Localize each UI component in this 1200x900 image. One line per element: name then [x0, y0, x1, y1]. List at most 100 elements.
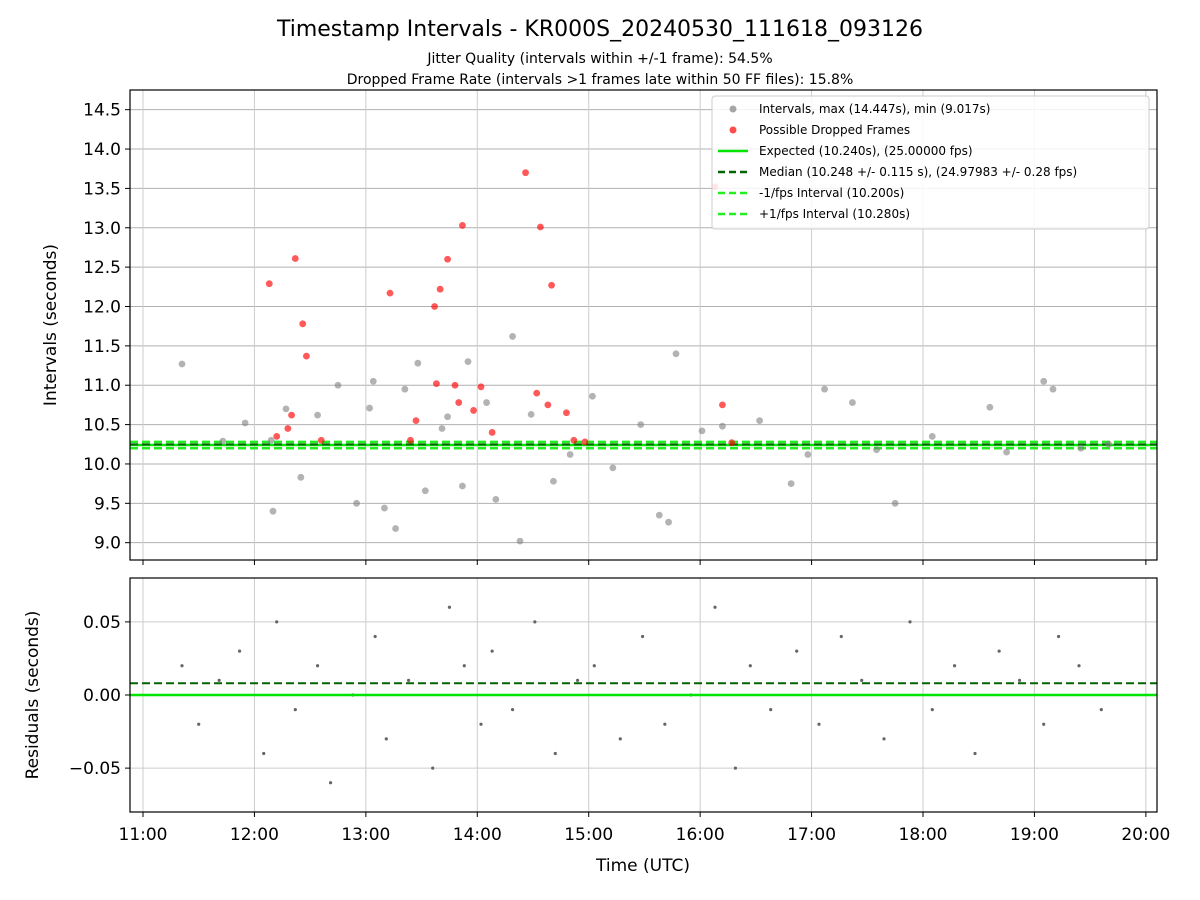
dropped-frame-point	[444, 255, 451, 263]
interval-point	[297, 473, 305, 481]
interval-point	[178, 360, 186, 368]
x-tick-label: 15:00	[564, 825, 613, 845]
interval-point	[366, 404, 373, 412]
residual-point	[510, 708, 515, 712]
legend-label-plus-one: +1/fps Interval (10.280s)	[759, 207, 910, 221]
legend-label-expected: Expected (10.240s), (25.00000 fps)	[759, 144, 973, 158]
top-y-tick-label: 13.5	[83, 179, 121, 199]
residual-point	[997, 649, 1001, 653]
interval-point	[421, 487, 429, 495]
x-axis-label: Time (UTC)	[595, 856, 690, 876]
interval-point	[492, 495, 500, 503]
interval-point	[282, 405, 290, 413]
residual-point	[930, 708, 934, 712]
interval-point	[314, 411, 321, 419]
dropped-frame-point	[570, 436, 578, 444]
dropped-frame-point	[291, 255, 299, 262]
interval-point	[1105, 440, 1113, 448]
interval-point	[928, 432, 936, 440]
residual-point	[197, 722, 201, 726]
interval-point	[891, 499, 899, 507]
bottom-y-axis-label: Residuals (seconds)	[23, 611, 43, 780]
interval-point	[1040, 377, 1048, 385]
dropped-frame-point	[265, 280, 273, 288]
dropped-frame-point	[273, 432, 281, 440]
dropped-frame-point	[581, 438, 589, 446]
interval-point	[637, 421, 645, 428]
legend-box	[711, 95, 1150, 230]
residual-point	[180, 664, 184, 668]
residual-point	[1077, 664, 1081, 668]
legend-label-minus-one: -1/fps Interval (10.200s)	[759, 186, 904, 200]
interval-point	[873, 446, 880, 454]
residual-point	[431, 766, 435, 770]
interval-point	[241, 419, 249, 427]
top-y-tick-label: 12.5	[83, 258, 121, 278]
top-y-tick-label: 10.5	[83, 416, 121, 436]
residual-point	[447, 605, 452, 609]
top-y-tick-label: 13.0	[83, 219, 121, 239]
dropped-frame-point	[299, 320, 307, 328]
interval-point	[219, 437, 227, 445]
residual-point	[733, 766, 738, 770]
interval-point	[1049, 385, 1057, 393]
dropped-frame-point	[548, 281, 555, 289]
legend-label-intervals: Intervals, max (14.447s), min (9.017s)	[759, 102, 990, 116]
residual-point	[908, 620, 912, 624]
top-y-tick-label: 10.0	[83, 455, 121, 475]
dropped-frame-point	[537, 223, 544, 231]
residual-point	[1042, 722, 1046, 726]
dropped-frame-point	[407, 436, 414, 444]
residual-point	[553, 751, 557, 756]
top-y-tick-label: 12.0	[83, 297, 121, 317]
dropped-frame-point	[719, 401, 726, 409]
top-y-tick-label: 14.0	[83, 140, 121, 160]
top-y-tick-label: 11.5	[83, 337, 121, 357]
residual-point	[663, 722, 667, 726]
bottom-y-tick-label: −0.05	[69, 759, 121, 779]
interval-point	[353, 499, 360, 507]
residual-point	[293, 708, 297, 712]
residual-point	[952, 664, 957, 668]
residual-point	[713, 605, 717, 609]
interval-point	[334, 381, 342, 389]
residual-point	[860, 678, 864, 682]
interval-point	[464, 358, 472, 366]
interval-point	[267, 436, 275, 444]
dropped-frame-point	[386, 289, 394, 297]
interval-point	[483, 399, 490, 406]
interval-point	[665, 518, 672, 526]
chart-title: Timestamp Intervals - KR000S_20240530_11…	[276, 17, 923, 42]
dropped-frame-point	[728, 439, 736, 447]
x-tick-label: 16:00	[676, 825, 725, 845]
dropped-frame-point	[488, 429, 496, 436]
interval-point	[516, 537, 524, 545]
x-tick-label: 19:00	[1010, 825, 1059, 845]
dropped-frame-point	[284, 425, 292, 432]
residual-point	[328, 781, 333, 785]
residual-point	[373, 634, 377, 639]
interval-point	[719, 422, 726, 430]
dropped-frame-point	[544, 401, 552, 409]
interval-point	[986, 403, 994, 411]
interval-point	[589, 392, 596, 400]
residual-point	[640, 634, 645, 639]
residual-point	[839, 634, 843, 639]
interval-point	[655, 511, 663, 519]
x-tick-label: 20:00	[1121, 825, 1170, 845]
top-y-tick-label: 11.0	[83, 376, 121, 396]
legend-label-median: Median (10.248 +/- 0.115 s), (24.97983 +…	[759, 165, 1077, 179]
interval-point	[509, 333, 516, 340]
interval-point	[787, 480, 795, 488]
dropped-frame-point	[433, 380, 440, 388]
interval-point	[369, 377, 377, 385]
top-y-tick-label: 14.5	[83, 101, 121, 121]
chart-subtitle-dropped: Dropped Frame Rate (intervals >1 frames …	[347, 72, 854, 88]
residual-point	[817, 722, 821, 726]
x-tick-label: 17:00	[787, 825, 836, 845]
dropped-frame-point	[451, 381, 459, 389]
residual-point	[618, 737, 622, 741]
top-y-ticks: 9.0 9.5 10.0 10.5 11.0 11.5 12.0 12.5 13.0 13.5 14…	[83, 101, 130, 554]
dropped-frame-point	[533, 389, 541, 397]
chart-subtitle-jitter: Jitter Quality (intervals within +/-1 fr…	[426, 51, 772, 67]
